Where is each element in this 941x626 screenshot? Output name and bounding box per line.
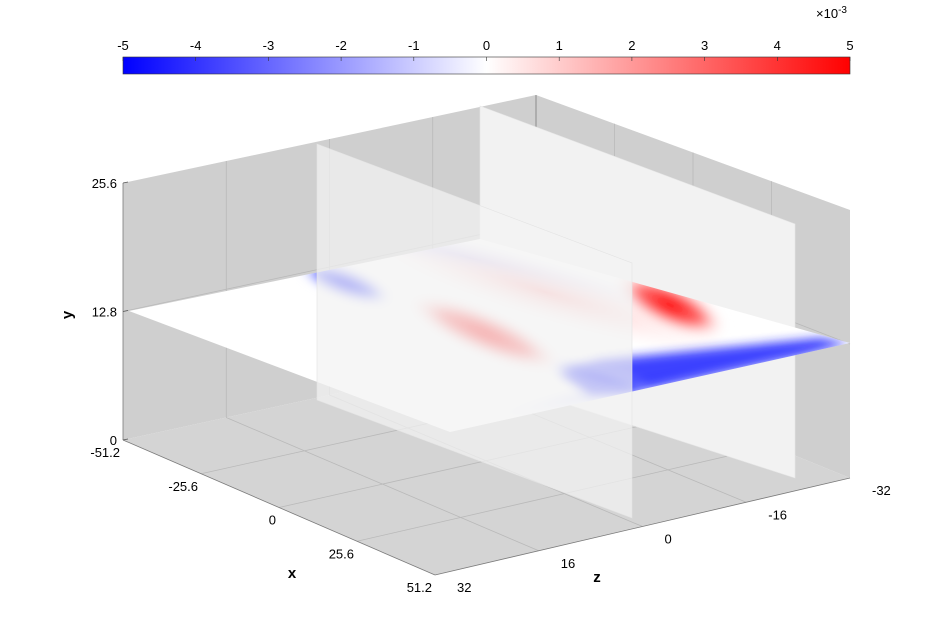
colorbar-tick-label: 0 [483, 38, 490, 53]
colorbar-tick-label: -1 [408, 38, 420, 53]
colorbar-ticks: -5 -4 -3 -2 -1 0 1 2 3 4 5 [117, 38, 854, 61]
y-tick-mark [122, 438, 129, 441]
axis-tick-label: 0 [269, 513, 276, 528]
field-red-right [613, 272, 727, 338]
axis-tick-label: 16 [561, 556, 575, 571]
axis-tick-label: 0 [110, 433, 117, 448]
colorbar: -5 -4 -3 -2 -1 0 1 2 3 4 5 ×10-3 [117, 5, 854, 75]
axis-tick-label: 0 [665, 532, 672, 547]
axis-tick-label: -25.6 [168, 479, 198, 494]
colorbar-tick-label: -4 [190, 38, 202, 53]
axis-tick-label: 25.6 [329, 546, 354, 561]
axis-tick-label: -16 [768, 507, 787, 522]
axis-tick-label: 25.6 [92, 176, 117, 191]
y-axis-label: y [59, 310, 76, 319]
axis-tick-label: -51.2 [90, 445, 120, 460]
slice-z-16 [316, 143, 633, 519]
colorbar-exponent: ×10-3 [816, 5, 847, 21]
colorbar-tick-label: 3 [701, 38, 708, 53]
colorbar-tick-label: -2 [335, 38, 347, 53]
y-tick-mark [122, 181, 129, 184]
axis-tick-label: 32 [457, 580, 471, 595]
axis-tick-label: 12.8 [92, 305, 117, 320]
y-tick-mark [122, 310, 129, 312]
grid-line [356, 445, 772, 542]
colorbar-tick-label: -5 [117, 38, 129, 53]
colorbar-tick-label: 5 [846, 38, 853, 53]
z-axis-label: z [593, 569, 601, 586]
axis-tick-label: 51.2 [407, 580, 432, 595]
x-axis-label: x [288, 565, 297, 582]
axis-ticks: 0 12.8 25.6 -51.2 -25.6 0 25.6 51.2 32 16 0 -16 -32 [90, 176, 890, 595]
colorbar-tick-label: 2 [628, 38, 635, 53]
colorbar-tick-label: 1 [556, 38, 563, 53]
axis-tick-label: -32 [872, 483, 891, 498]
colorbar-tick-label: 4 [774, 38, 781, 53]
colorbar-tick-label: -3 [263, 38, 275, 53]
